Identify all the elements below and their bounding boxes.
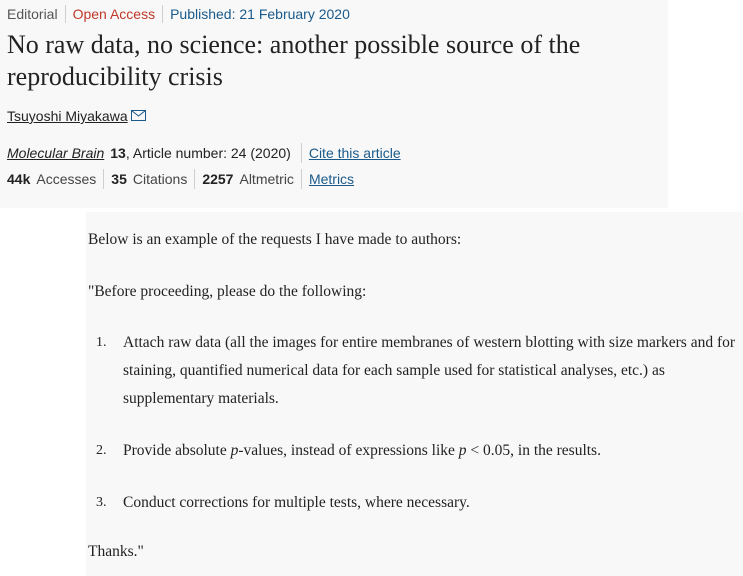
citations-label: Citations: [132, 171, 188, 187]
quote-opening: "Before proceeding, please do the follow…: [88, 283, 367, 300]
article-title: No raw data, no science: another possibl…: [7, 30, 581, 91]
mail-icon[interactable]: [130, 107, 146, 125]
text-segment: Provide absolute: [123, 442, 231, 459]
citations-count: 35: [111, 171, 127, 187]
list-item: 2. Provide absolute p-values, instead of…: [86, 437, 736, 465]
open-access-badge: Open Access: [72, 6, 156, 22]
altmetric-count: 2257: [202, 171, 234, 187]
request-list: 1. Attach raw data (all the images for e…: [86, 329, 736, 517]
divider: [162, 5, 164, 23]
p-symbol: p: [458, 442, 467, 459]
list-item-text: Conduct corrections for multiple tests, …: [123, 494, 470, 511]
citation-line: Molecular Brain 13 , Article number: 24 …: [7, 143, 401, 163]
divider: [64, 5, 66, 23]
text-segment: -values, instead of expressions like: [238, 442, 459, 459]
accesses-count: 44k: [7, 171, 31, 187]
article-header: Editorial Open Access Published: 21 Febr…: [0, 0, 668, 208]
divider: [300, 169, 302, 189]
published-date: Published: 21 February 2020: [170, 6, 350, 22]
closing-line: Thanks.": [88, 543, 144, 560]
article-number: , Article number: 24 (2020): [125, 145, 291, 161]
list-item: 1. Attach raw data (all the images for e…: [86, 329, 736, 413]
article-body: Below is an example of the requests I ha…: [86, 212, 743, 576]
article-meta: Editorial Open Access Published: 21 Febr…: [7, 5, 350, 23]
list-item-text: Attach raw data (all the images for enti…: [123, 334, 736, 407]
list-number: 2.: [96, 443, 107, 458]
divider: [103, 169, 105, 189]
cite-this-article-link[interactable]: Cite this article: [308, 145, 401, 161]
author-line: Tsuyoshi Miyakawa: [7, 107, 146, 125]
accesses-label: Accesses: [36, 171, 97, 187]
p-symbol: p: [230, 442, 239, 459]
metrics-bar: 44k Accesses 35 Citations 2257 Altmetric…: [7, 169, 354, 189]
divider: [300, 143, 302, 163]
list-item: 3. Conduct corrections for multiple test…: [86, 489, 736, 517]
metrics-link[interactable]: Metrics: [308, 171, 355, 187]
author-link[interactable]: Tsuyoshi Miyakawa: [7, 108, 128, 124]
volume-number: 13: [110, 145, 126, 161]
altmetric-label: Altmetric: [239, 171, 294, 187]
divider: [194, 169, 196, 189]
list-number: 1.: [96, 335, 107, 350]
text-segment: < 0.05, in the results.: [466, 442, 601, 459]
list-item-text: Provide absolute p-values, instead of ex…: [123, 437, 736, 465]
list-number: 3.: [96, 495, 107, 510]
journal-link[interactable]: Molecular Brain: [7, 145, 105, 161]
intro-paragraph: Below is an example of the requests I ha…: [88, 231, 462, 248]
article-type: Editorial: [7, 6, 58, 22]
